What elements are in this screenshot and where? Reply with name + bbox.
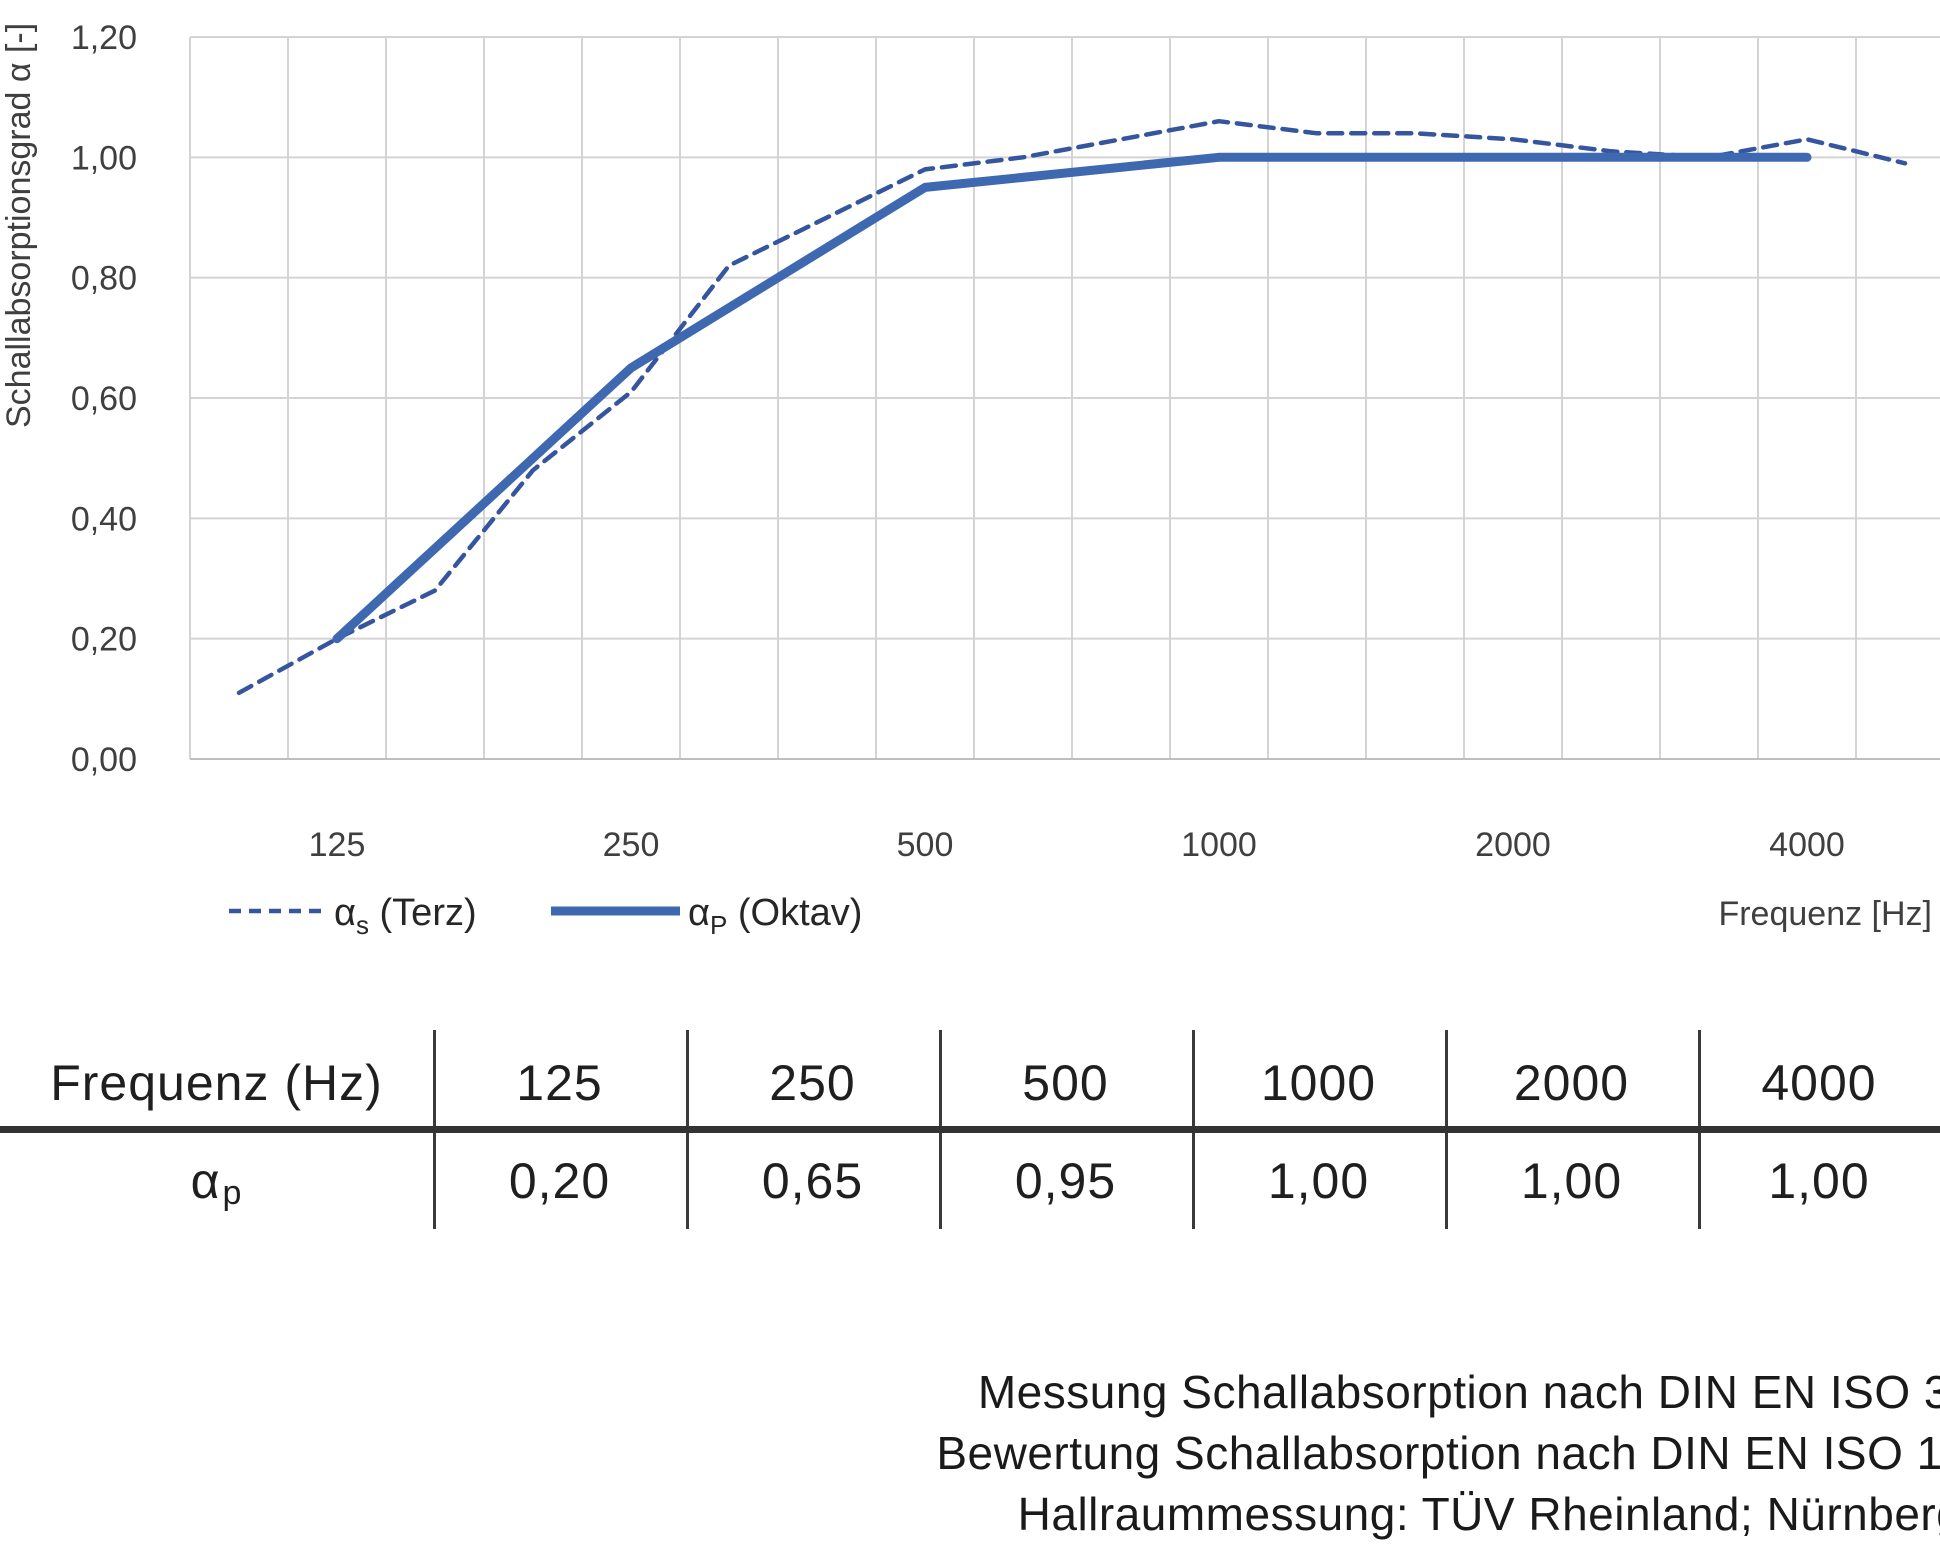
y-axis-title: Schallabsorptionsgrad α [-] [0,23,38,428]
note-line-1: Messung Schallabsorption nach DIN EN ISO… [977,1366,1940,1418]
x-tick-label: 2000 [1475,826,1551,864]
table-row-divider [0,1126,1940,1133]
table-header-value: 250 [769,1055,856,1111]
table-value-cell: 1,00 [1768,1153,1870,1209]
legend: αs (Terz) αP (Oktav) [229,892,862,940]
x-tick-label: 1000 [1181,826,1257,864]
note-line-3: Hallraummessung: TÜV Rheinland; Nürnberg [1017,1488,1940,1540]
alpha-subscript: p [222,1173,243,1212]
table-value-cell: 0,65 [761,1153,864,1209]
y-tick-label: 1,00 [71,139,137,177]
table-value-cell: 0,95 [1014,1153,1117,1209]
x-tick-label: 125 [309,826,366,864]
note-line-2: Bewertung Schallabsorption nach DIN EN I… [936,1427,1940,1479]
absorption-chart: 0,00 0,20 0,40 0,60 0,80 1,00 1,20 125 250 500 100… [0,19,1940,940]
table-header-frequency: Frequenz (Hz) [50,1055,383,1111]
y-tick-label: 0,20 [71,621,137,659]
table-value-cell: 0,20 [508,1153,611,1209]
legend-terz-label: αs (Terz) [334,892,477,940]
y-tick-label: 1,20 [71,19,137,57]
table-value-cell: 1,00 [1267,1153,1370,1209]
legend-oktav-label: αP (Oktav) [688,892,862,940]
table-header-value: 2000 [1513,1055,1630,1111]
table-header-value: 500 [1022,1055,1109,1111]
frequency-table: Frequenz (Hz) 125 250 500 1000 2000 4000 α p 0,20… [0,1030,1940,1230]
gridlines [189,36,1940,760]
series-oktav-line [332,152,1812,644]
y-tick-label: 0,00 [71,741,137,779]
x-tick-label: 4000 [1769,826,1845,864]
x-tick-label: 250 [603,826,660,864]
table-header-value: 1000 [1260,1055,1377,1111]
y-tick-label: 0,80 [71,260,137,298]
table-value-cell: 1,00 [1520,1153,1623,1209]
x-axis-ticks: 125 250 500 1000 2000 4000 [309,826,1845,864]
table-header-value: 4000 [1761,1055,1877,1111]
x-tick-label: 500 [897,826,954,864]
table-header-value: 125 [516,1055,603,1111]
alpha-symbol: α [190,1153,221,1209]
y-tick-label: 0,40 [71,500,137,538]
y-axis-ticks: 0,00 0,20 0,40 0,60 0,80 1,00 1,20 [71,19,137,779]
measurement-notes: Messung Schallabsorption nach DIN EN ISO… [700,1362,1940,1545]
y-tick-label: 0,60 [71,380,137,418]
chart-svg: 0,00 0,20 0,40 0,60 0,80 1,00 1,20 125 250 500 100… [0,19,1940,940]
series-terz-line [236,118,1908,696]
x-axis-title: Frequenz [Hz] [1718,895,1932,933]
